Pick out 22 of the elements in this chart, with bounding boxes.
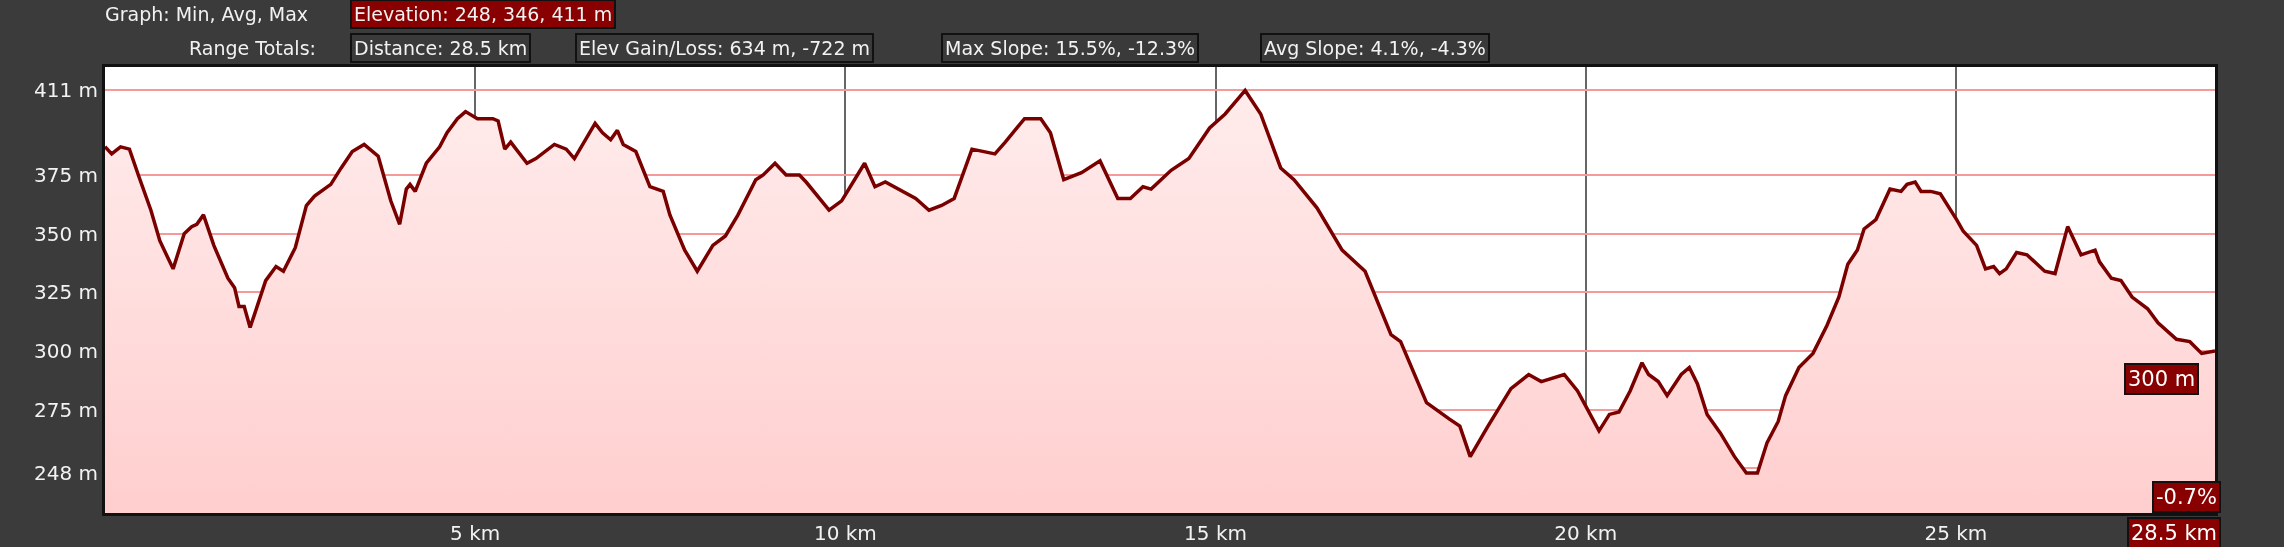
- y-tick-label: 411 m: [33, 78, 98, 103]
- x-tick-label: 20 km: [1554, 521, 1618, 545]
- y-tick-label: 350 m: [33, 221, 98, 246]
- text: 28.5 km: [2131, 521, 2218, 545]
- text: Avg Slope: 4.1%, -4.3%: [1264, 37, 1486, 59]
- x-tick-label: 15 km: [1184, 521, 1247, 545]
- text: Distance: 28.5 km: [354, 37, 528, 59]
- text: Elevation: 248, 346, 411 m: [354, 3, 613, 25]
- x-tick-label: 10 km: [813, 521, 877, 545]
- y-tick-label: 325 m: [33, 280, 98, 305]
- annotation: -0.7%: [2156, 485, 2217, 509]
- text: Range Totals:: [189, 37, 316, 59]
- x-tick-label: 25 km: [1924, 521, 1988, 545]
- y-tick-label: 275 m: [33, 397, 98, 422]
- x-tick-label: 5 km: [450, 521, 501, 545]
- y-tick-label: 375 m: [33, 162, 98, 187]
- text: Elev Gain/Loss: 634 m, -722 m: [579, 37, 871, 59]
- text: Max Slope: 15.5%, -12.3%: [945, 37, 1196, 59]
- y-tick-label: 300 m: [33, 339, 98, 364]
- annotation: 300 m: [2128, 367, 2196, 391]
- y-tick-label: 248 m: [33, 461, 98, 486]
- text: Graph: Min, Avg, Max: [105, 3, 309, 25]
